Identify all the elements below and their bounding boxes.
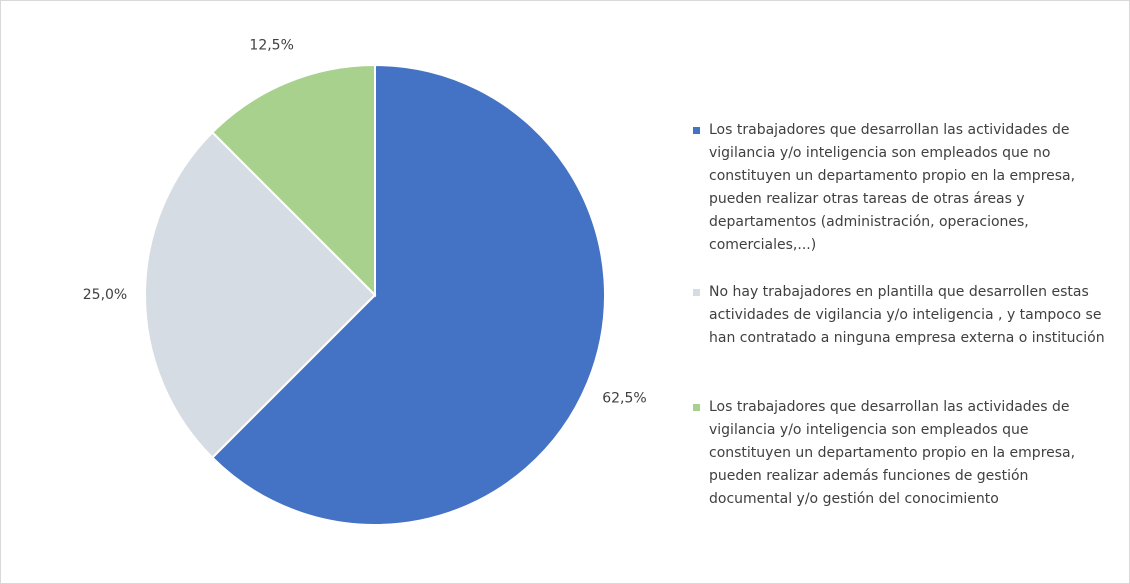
legend-swatch bbox=[693, 289, 700, 296]
pie-slice bbox=[210, 63, 376, 298]
legend-item: Los trabajadores que desarrollan las act… bbox=[693, 119, 1113, 257]
pie-slice bbox=[210, 63, 606, 526]
pie-slice bbox=[144, 130, 377, 460]
legend-label: Los trabajadores que desarrollan las act… bbox=[709, 399, 1076, 507]
data-label: 25,0% bbox=[83, 287, 127, 303]
legend-item: Los trabajadores que desarrollan las act… bbox=[693, 396, 1113, 511]
legend-swatch bbox=[693, 127, 700, 134]
data-label: 12,5% bbox=[249, 38, 293, 54]
legend: Los trabajadores que desarrollan las act… bbox=[693, 119, 1113, 511]
legend-label: No hay trabajadores en plantilla que des… bbox=[709, 284, 1105, 346]
legend-item: No hay trabajadores en plantilla que des… bbox=[693, 281, 1113, 350]
legend-label: Los trabajadores que desarrollan las act… bbox=[709, 122, 1076, 253]
data-label: 62,5% bbox=[602, 390, 646, 406]
legend-swatch bbox=[693, 404, 700, 411]
